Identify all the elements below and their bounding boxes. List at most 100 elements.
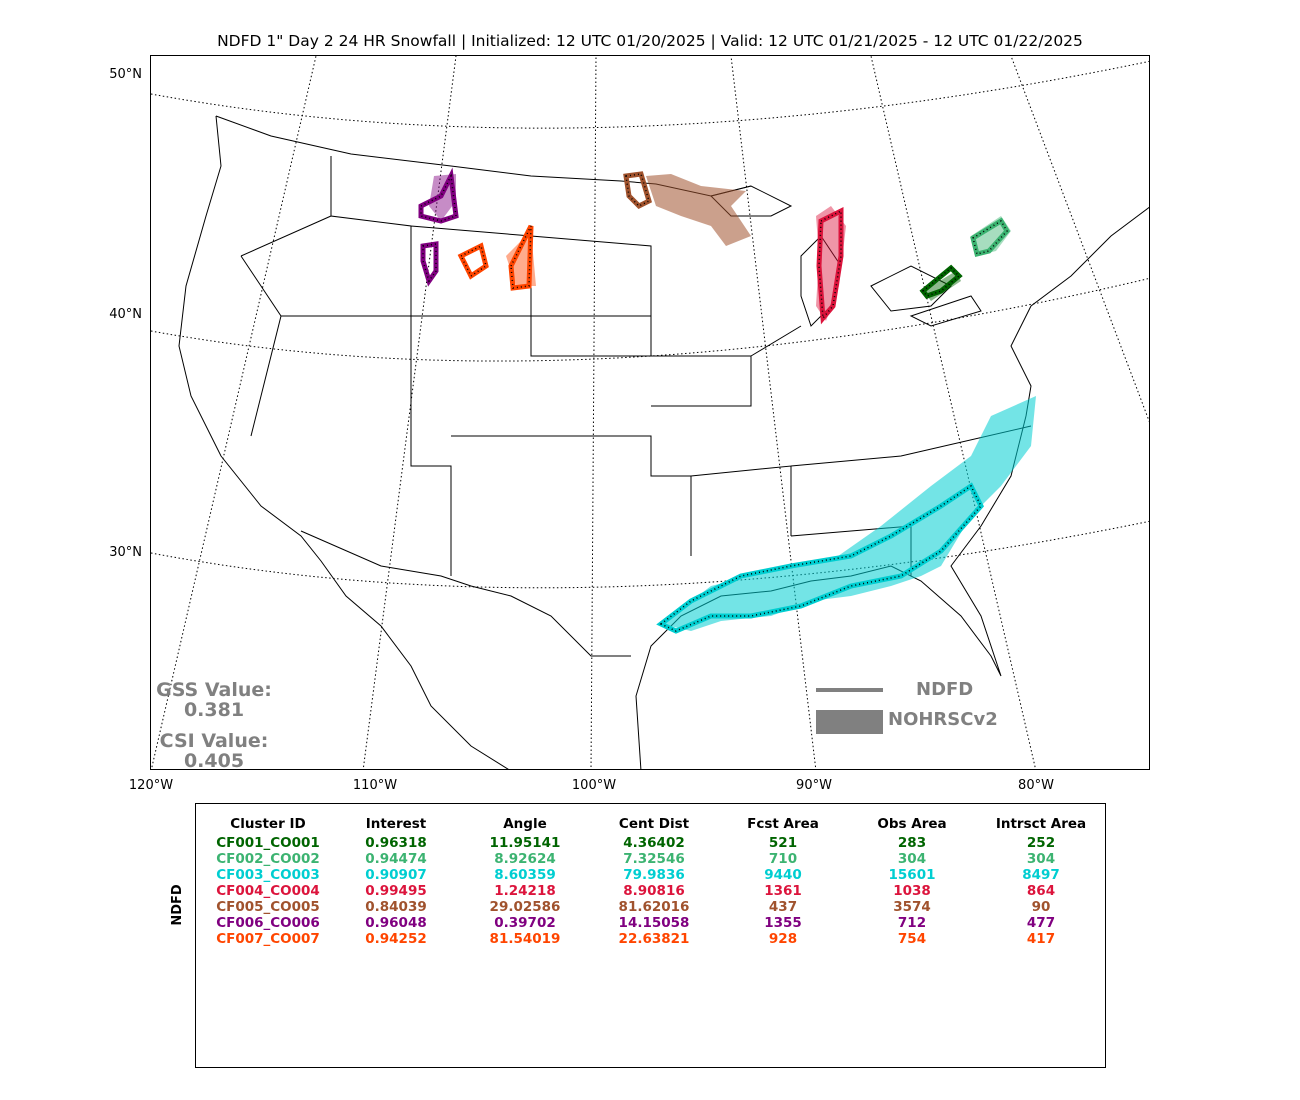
cell-interest: 0.99495 [365,883,427,899]
obs-region-cf002 [971,216,1011,256]
parallel-40n [151,277,1149,362]
map-canvas [151,56,1149,769]
meridian-110w [362,56,457,769]
cell-obs-area: 15601 [888,867,936,883]
stats-table: Cluster ID CF001_CO001 CF002_CO002 CF003… [195,803,1106,1068]
contour-dots [420,173,1008,632]
cell-interest: 0.96318 [365,835,427,851]
legend-nohrsc-swatch [816,710,883,734]
cell-intrsct-area: 8497 [1022,867,1060,883]
meridian-70w [1010,56,1149,423]
header-intrsct-area: Intrsct Area [995,816,1087,832]
lon-label-120w: 120°W [128,778,174,793]
col-obs-area: Obs Area 283 304 15601 1038 3574 712 754 [862,816,962,947]
graticule [151,56,1149,769]
cell-intrsct-area: 417 [1026,931,1056,947]
cell-interest: 0.90907 [365,867,427,883]
gss-value: 0.381 [183,699,245,721]
gss-label: GSS Value: [156,679,272,701]
chart-title: NDFD 1" Day 2 24 HR Snowfall | Initializ… [217,32,1083,50]
obs-region-cf005 [646,174,751,246]
meridian-90w [730,56,817,769]
cell-intrsct-area: 90 [1031,899,1051,915]
parallel-30n [151,520,1149,589]
dot-contour-cf007b [510,225,532,289]
fcst-contour-cf004 [816,206,844,325]
cell-obs-area: 712 [897,915,927,931]
cell-id: CF002_CO002 [216,851,320,867]
lon-label-80w: 80°W [1018,778,1054,793]
fcst-contour-cf005 [623,171,652,210]
cell-intrsct-area: 477 [1026,915,1056,931]
cell-cent-dist: 79.9836 [623,867,685,883]
cell-intrsct-area: 864 [1026,883,1056,899]
cell-angle: 11.95141 [489,835,561,851]
cell-cent-dist: 22.63821 [618,931,690,947]
cell-id: CF006_CO006 [216,915,320,931]
east-coast [1010,206,1149,417]
lat-label-40n: 40°N [109,307,142,322]
cell-cent-dist: 4.36402 [623,835,685,851]
cell-fcst-area: 1361 [764,883,802,899]
cell-interest: 0.94474 [365,851,427,867]
cell-cent-dist: 81.62016 [618,899,690,915]
header-fcst-area: Fcst Area [747,816,819,832]
lon-label-110w: 110°W [352,778,398,793]
header-obs-area: Obs Area [877,816,947,832]
table-ylabel: NDFD [170,884,185,926]
meridian-120w [151,56,317,769]
fcst-contour-cf007a [457,242,489,280]
col-fcst-area: Fcst Area 521 710 9440 1361 437 1355 928 [733,816,833,947]
cell-obs-area: 1038 [893,883,931,899]
lat-label-50n: 50°N [109,67,142,82]
cell-obs-area: 754 [897,931,927,947]
header-cent-dist: Cent Dist [618,816,690,832]
cell-fcst-area: 521 [768,835,798,851]
cell-angle: 29.02586 [489,899,561,915]
lon-label-100w: 100°W [571,778,617,793]
cell-id: CF003_CO003 [216,867,320,883]
header-angle: Angle [503,816,547,832]
cell-interest: 0.96048 [365,915,427,931]
col-intrsct-area: Intrsct Area 252 304 8497 864 90 477 417 [986,816,1096,947]
fcst-contour-cf006b [420,241,439,287]
cell-interest: 0.84039 [365,899,427,915]
header-interest: Interest [365,816,427,832]
legend-nohrsc-label: NOHRSCv2 [888,709,998,730]
cell-cent-dist: 8.90816 [623,883,685,899]
cell-id: CF005_CO005 [216,899,320,915]
cell-obs-area: 283 [897,835,927,851]
col-cluster-id: Cluster ID CF001_CO001 CF002_CO002 CF003… [208,816,328,947]
csi-value: 0.405 [183,750,245,772]
map-panel [150,55,1150,770]
fcst-contour-cf002 [970,217,1011,258]
dot-contour-cf005 [625,173,650,207]
cell-interest: 0.94252 [365,931,427,947]
cell-angle: 8.60359 [494,867,556,883]
col-interest: Interest 0.96318 0.94474 0.90907 0.99495… [346,816,446,947]
fcst-contour-cf001 [919,264,963,299]
cell-cent-dist: 14.15058 [618,915,690,931]
lat-label-30n: 30°N [109,545,142,560]
fcst-contour-cf006a [418,167,459,224]
cell-cent-dist: 7.32546 [623,851,685,867]
legend-ndfd-label: NDFD [916,679,974,700]
cell-angle: 1.24218 [494,883,556,899]
col-angle: Angle 11.95141 8.92624 8.60359 1.24218 2… [475,816,575,947]
mexico-border [300,530,631,657]
cell-id: CF007_CO007 [216,931,320,947]
header-cluster-id: Cluster ID [230,816,306,832]
cell-fcst-area: 928 [768,931,798,947]
cell-angle: 8.92624 [494,851,556,867]
cell-fcst-area: 710 [768,851,798,867]
cell-id: CF004_CO004 [216,883,320,899]
csi-label: CSI Value: [159,730,269,752]
cell-fcst-area: 437 [768,899,798,915]
forecast-contours [418,167,1011,634]
lon-label-90w: 90°W [796,778,832,793]
obs-region-cf003 [661,396,1036,631]
cell-fcst-area: 9440 [764,867,802,883]
cell-obs-area: 3574 [893,899,931,915]
dot-contour-cf007a [459,244,487,278]
cell-angle: 0.39702 [494,915,556,931]
